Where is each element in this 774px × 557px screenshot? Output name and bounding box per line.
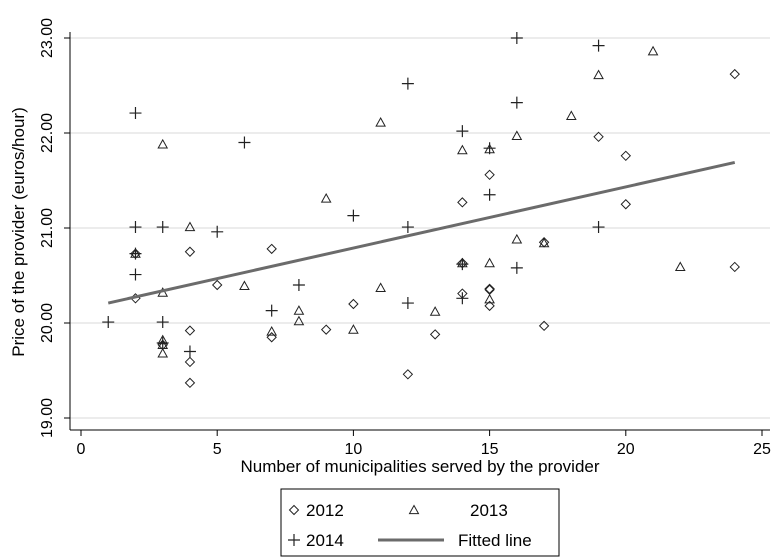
legend-label: 2012 xyxy=(306,501,344,520)
point-2014 xyxy=(456,258,469,271)
point-2012 xyxy=(320,324,332,335)
legend-items: 2012 2013 2014 Fitted line xyxy=(288,501,532,550)
point-2012 xyxy=(211,279,223,291)
point-2014 xyxy=(483,188,496,201)
gridlines xyxy=(70,37,770,419)
point-2013 xyxy=(293,315,305,326)
point-2014 xyxy=(238,136,251,149)
point-2014 xyxy=(510,261,523,274)
fitted-line-group xyxy=(107,160,736,305)
point-2012 xyxy=(266,332,277,343)
point-2012 xyxy=(484,300,495,312)
point-2014 xyxy=(456,125,469,138)
x-tick-label: 20 xyxy=(617,441,635,458)
y-tick-label: 23.00 xyxy=(39,18,56,58)
point-2012 xyxy=(538,320,550,332)
legend-label: 2013 xyxy=(470,501,508,520)
point-2014 xyxy=(156,316,169,329)
point-2012 xyxy=(266,243,277,255)
point-2014 xyxy=(129,221,142,234)
point-2013 xyxy=(511,130,523,140)
fitted-line xyxy=(107,160,736,305)
y-tick-label: 21.00 xyxy=(39,208,56,248)
point-2014 xyxy=(129,268,142,281)
point-2012 xyxy=(429,329,441,340)
x-tick-label: 10 xyxy=(345,441,363,458)
point-2012 xyxy=(457,197,468,208)
point-2014 xyxy=(211,225,224,238)
point-2014 xyxy=(129,107,142,120)
point-2012 xyxy=(348,298,359,310)
point-2014 xyxy=(401,77,414,90)
x-tick-label: 5 xyxy=(213,441,222,458)
point-2013 xyxy=(348,324,359,334)
point-2013 xyxy=(375,282,386,292)
point-2013 xyxy=(239,280,250,291)
point-2014 xyxy=(347,209,360,222)
point-2012 xyxy=(620,150,632,162)
point-2013 xyxy=(511,233,523,244)
point-2013 xyxy=(320,193,332,203)
y-tick-label: 19.00 xyxy=(39,398,56,438)
point-2014 xyxy=(592,39,605,52)
point-2012 xyxy=(184,246,196,257)
point-2012 xyxy=(484,283,495,295)
point-2012 xyxy=(729,261,740,273)
legend: 2012 2013 2014 Fitted line xyxy=(280,488,560,557)
legend-box xyxy=(280,488,560,557)
point-2013 xyxy=(674,261,686,272)
point-2012 xyxy=(184,325,196,336)
legend-label: Fitted line xyxy=(458,531,532,550)
point-2014 xyxy=(156,336,169,349)
point-2012 xyxy=(729,68,740,80)
point-2013 xyxy=(184,221,196,232)
point-2014 xyxy=(156,221,169,234)
point-2012 xyxy=(184,356,196,368)
point-2013 xyxy=(484,293,495,304)
point-2012 xyxy=(402,369,414,380)
point-2014 xyxy=(483,142,496,155)
point-2014 xyxy=(183,345,196,358)
point-2014 xyxy=(292,279,305,291)
legend-symbol-triangle xyxy=(408,504,420,515)
point-2014 xyxy=(510,32,523,44)
y-tick-label: 22.00 xyxy=(39,113,56,153)
point-2013 xyxy=(429,306,441,316)
legend-label: 2014 xyxy=(306,531,344,550)
point-2014 xyxy=(401,297,414,310)
point-2013 xyxy=(293,305,305,315)
x-tick-label: 25 xyxy=(753,441,771,458)
y-axis-label: Price of the provider (euros/hour) xyxy=(9,107,28,356)
data-points xyxy=(102,32,740,389)
point-2013 xyxy=(538,237,550,248)
point-2013 xyxy=(484,257,495,268)
point-2014 xyxy=(102,316,115,329)
point-2014 xyxy=(401,221,414,234)
point-2014 xyxy=(265,304,278,317)
point-2013 xyxy=(565,110,577,120)
point-2014 xyxy=(510,96,523,109)
y-tick-label: 20.00 xyxy=(39,303,56,343)
x-tick-label: 0 xyxy=(77,441,86,458)
point-2014 xyxy=(592,221,605,234)
point-2012 xyxy=(620,199,632,210)
axis-ticks: 19.00 20.00 21.00 22.00 23.00 0 5 10 15 20 25 xyxy=(39,18,771,458)
point-2013 xyxy=(375,117,386,127)
point-2013 xyxy=(647,45,659,56)
point-2014 xyxy=(129,247,142,260)
legend-symbol-diamond xyxy=(288,504,300,516)
point-2013 xyxy=(266,326,278,336)
point-2012 xyxy=(184,377,196,389)
point-2013 xyxy=(457,144,468,155)
point-2013 xyxy=(157,138,169,149)
x-axis-label: Number of municipalities served by the p… xyxy=(240,457,599,476)
legend-symbol-plus xyxy=(288,534,300,546)
point-2012 xyxy=(484,169,495,181)
point-2013 xyxy=(593,69,604,80)
x-tick-label: 15 xyxy=(481,441,499,458)
point-2014 xyxy=(456,292,469,305)
point-2012 xyxy=(593,131,604,143)
point-2013 xyxy=(157,347,169,358)
